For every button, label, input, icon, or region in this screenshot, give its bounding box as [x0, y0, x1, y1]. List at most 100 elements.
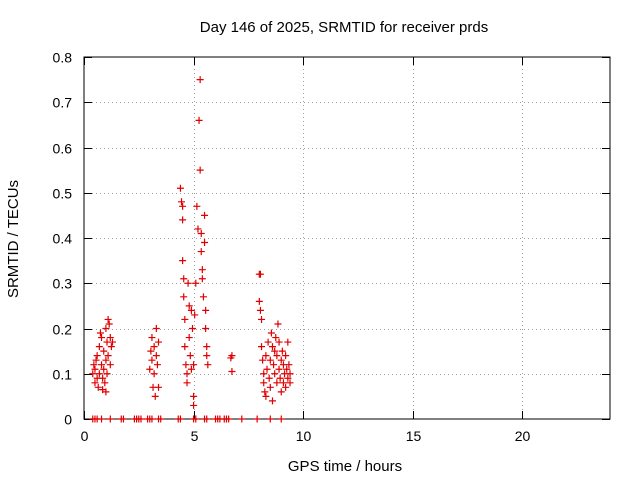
- data-point: [103, 370, 111, 378]
- data-point: [179, 202, 187, 210]
- data-point: [199, 293, 207, 301]
- axis-ticks: [84, 57, 610, 420]
- data-point: [91, 365, 99, 373]
- data-point: [228, 367, 236, 375]
- data-point: [98, 361, 106, 369]
- data-point: [267, 329, 275, 337]
- data-point: [155, 338, 163, 346]
- data-point: [275, 365, 283, 373]
- data-point: [284, 374, 292, 382]
- data-point: [176, 415, 184, 423]
- data-point: [283, 365, 291, 373]
- data-point: [99, 374, 107, 382]
- data-point: [187, 365, 195, 373]
- data-point: [282, 352, 290, 360]
- data-point: [100, 347, 108, 355]
- y-tick-label: 0.4: [53, 231, 73, 247]
- data-point: [146, 365, 154, 373]
- x-tick-label: 10: [296, 428, 312, 444]
- data-point: [273, 379, 281, 387]
- data-point: [176, 184, 184, 192]
- data-point: [151, 392, 159, 400]
- data-point: [148, 356, 156, 364]
- data-point: [181, 343, 189, 351]
- data-point: [157, 415, 165, 423]
- data-point: [182, 361, 190, 369]
- data-point: [152, 352, 160, 360]
- data-point: [198, 275, 206, 283]
- data-point: [265, 374, 273, 382]
- data-point: [119, 415, 127, 423]
- data-point: [271, 370, 279, 378]
- y-tick-label: 0.6: [53, 141, 73, 157]
- data-point: [253, 415, 261, 423]
- y-tick-label: 0.7: [53, 95, 73, 111]
- data-point: [262, 392, 270, 400]
- data-point: [191, 311, 199, 319]
- y-axis-title: SRMTID / TECUs: [5, 180, 22, 298]
- data-point: [93, 352, 101, 360]
- data-point: [192, 415, 200, 423]
- data-point: [258, 315, 266, 323]
- data-point: [268, 343, 276, 351]
- data-point: [148, 334, 156, 342]
- y-tick-label: 0.3: [53, 276, 73, 292]
- data-point: [190, 361, 198, 369]
- data-point: [278, 347, 286, 355]
- data-point: [98, 334, 106, 342]
- data-point: [238, 415, 246, 423]
- data-point: [137, 415, 145, 423]
- x-axis-title: GPS time / hours: [288, 458, 402, 475]
- data-point: [270, 361, 278, 369]
- data-point: [186, 352, 194, 360]
- data-point: [102, 356, 110, 364]
- data-point: [106, 334, 114, 342]
- data-point: [271, 347, 279, 355]
- data-point: [100, 365, 108, 373]
- data-point: [94, 383, 102, 391]
- tick-labels: 0 0.1 0.2 0.3 0.4 0.5 0.6 0.7 0.8 0 5 10 15 20: [53, 50, 531, 445]
- x-tick-label: 0: [81, 428, 89, 444]
- data-point: [95, 343, 103, 351]
- data-point: [104, 315, 112, 323]
- data-point: [185, 302, 193, 310]
- data-point: [275, 338, 283, 346]
- data-points: [89, 76, 294, 423]
- data-point: [204, 361, 212, 369]
- data-point: [266, 415, 274, 423]
- data-point: [286, 379, 294, 387]
- data-point: [196, 166, 204, 174]
- data-point: [91, 379, 99, 387]
- data-point: [266, 383, 274, 391]
- y-tick-label: 0.5: [53, 186, 73, 202]
- data-point: [202, 306, 210, 314]
- data-point: [108, 338, 116, 346]
- data-point: [262, 352, 270, 360]
- data-point: [255, 297, 263, 305]
- data-point: [152, 325, 160, 332]
- data-point: [203, 343, 211, 351]
- data-point: [276, 374, 284, 382]
- data-point: [150, 343, 158, 351]
- data-point: [148, 415, 156, 423]
- data-point: [105, 320, 113, 328]
- data-point: [183, 379, 191, 387]
- data-point: [107, 343, 115, 351]
- data-point: [282, 383, 290, 391]
- data-point: [277, 415, 285, 423]
- y-tick-label: 0.2: [53, 322, 73, 338]
- data-point: [286, 370, 294, 378]
- data-point: [180, 275, 188, 283]
- data-point: [256, 270, 264, 278]
- data-point: [180, 293, 188, 301]
- data-point: [194, 225, 202, 233]
- x-tick-label: 15: [406, 428, 422, 444]
- data-point: [192, 279, 200, 287]
- plot-frame: [83, 56, 611, 420]
- data-point: [95, 370, 103, 378]
- data-point: [190, 401, 198, 409]
- data-point: [178, 198, 186, 206]
- data-point: [102, 325, 110, 332]
- data-point: [89, 370, 97, 378]
